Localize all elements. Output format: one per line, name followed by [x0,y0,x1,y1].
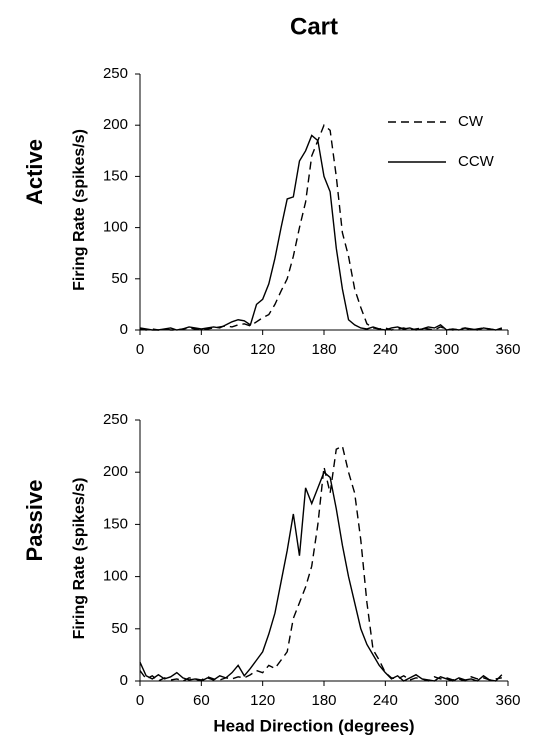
y-axis-label: Firing Rate (spikes/s) [71,478,88,640]
y-tick-label: 50 [111,270,128,287]
x-tick-label: 0 [136,341,144,358]
x-tick-label: 120 [250,692,275,709]
legend-label: CCW [458,153,495,170]
data-line [139,134,503,331]
y-tick-label: 50 [111,620,128,637]
x-tick-label: 360 [495,692,520,709]
x-tick-label: 300 [434,692,459,709]
row-label: Passive [22,480,47,562]
figure-title: Cart [290,13,338,40]
data-line [139,471,503,682]
x-tick-label: 180 [311,341,336,358]
x-tick-label: 60 [193,341,210,358]
x-tick-label: 300 [434,341,459,358]
data-line [139,124,502,331]
y-tick-label: 150 [103,515,128,532]
x-tick-label: 180 [311,692,336,709]
legend-label: CW [458,113,484,130]
y-tick-label: 250 [103,411,128,428]
row-label: Active [22,139,47,205]
y-tick-label: 0 [120,321,128,338]
x-tick-label: 0 [136,692,144,709]
y-tick-label: 150 [103,167,128,184]
y-tick-label: 250 [103,65,128,82]
y-tick-label: 100 [103,568,128,585]
x-axis-label: Head Direction (degrees) [213,716,414,735]
y-tick-label: 100 [103,219,128,236]
x-tick-label: 120 [250,341,275,358]
y-tick-label: 200 [103,463,128,480]
x-tick-label: 240 [373,341,398,358]
data-line [139,445,502,682]
x-tick-label: 360 [495,341,520,358]
y-tick-label: 200 [103,116,128,133]
y-tick-label: 0 [120,672,128,689]
y-axis-label: Firing Rate (spikes/s) [71,129,88,291]
x-tick-label: 240 [373,692,398,709]
x-tick-label: 60 [193,692,210,709]
